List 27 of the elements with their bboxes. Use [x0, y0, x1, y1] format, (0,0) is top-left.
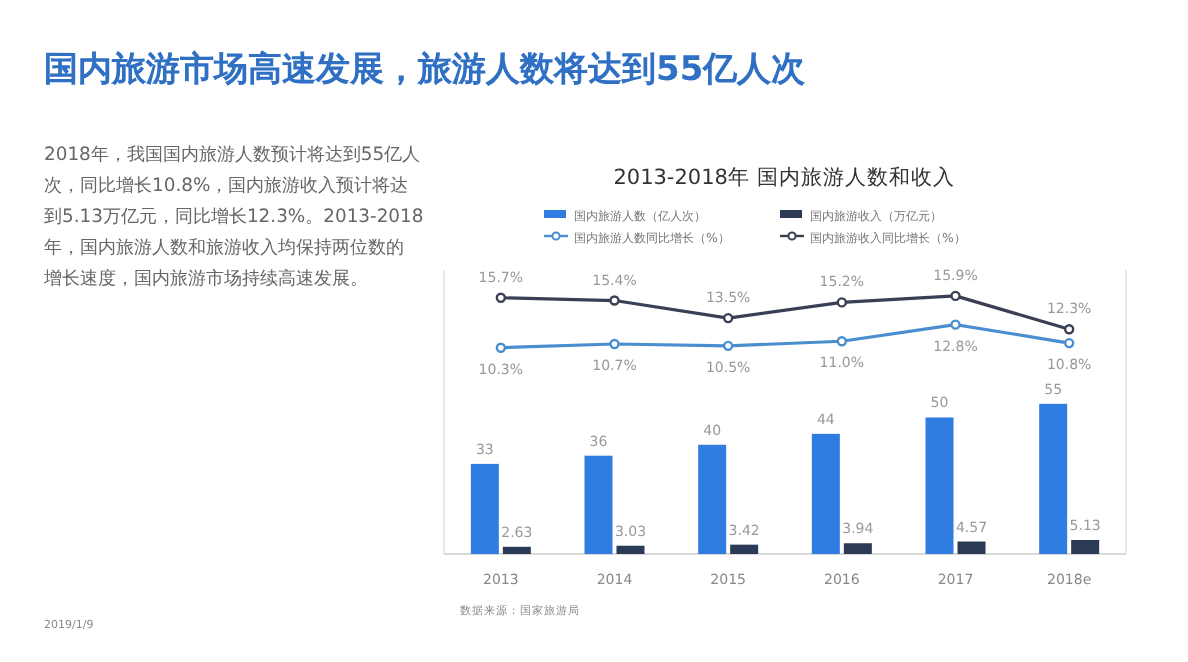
bar: [1071, 539, 1100, 554]
point: [836, 297, 848, 308]
text: 2018年，我国国内旅游人数预计将达到55亿人次，同比增长10.8%，国内旅游收入预计将达到5.13万亿元，同比增长12.3%。2013-2018年，国内旅游人数和旅游收入均保持两位数的增长速度，国内旅游市场持续高速发展。: [42, 144, 424, 290]
point: [1063, 337, 1075, 349]
bar: [698, 444, 727, 554]
bar: [584, 455, 613, 554]
bar: [470, 463, 499, 554]
point: [722, 340, 734, 352]
point: [495, 342, 507, 353]
point: [609, 338, 620, 350]
bar: [730, 544, 759, 554]
point: [609, 295, 620, 306]
point: [950, 290, 961, 302]
bar: [925, 417, 954, 554]
point: [1063, 324, 1075, 335]
bar: [1039, 403, 1068, 554]
bar: [957, 541, 986, 554]
bar: [811, 433, 840, 554]
chart-title: 国内旅游市场高速发展，旅游人数将达到55亿人次: [44, 50, 808, 90]
point: [950, 319, 961, 330]
point: [495, 292, 507, 303]
bar: [843, 543, 872, 554]
bar: [502, 546, 531, 554]
bar: [616, 545, 645, 554]
point: [836, 336, 848, 347]
point: [722, 312, 734, 324]
chart-subtitle: 2013-2018年 国内旅游人数和收入: [613, 164, 955, 190]
